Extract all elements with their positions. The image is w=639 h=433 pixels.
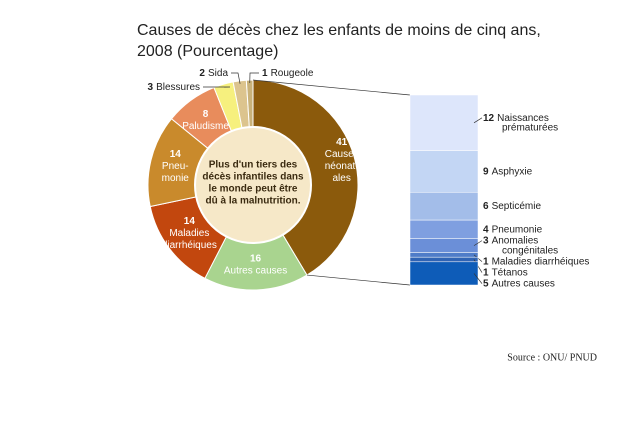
bar-label: 1 Maladies diarrhéiques	[483, 256, 589, 267]
bar-segment	[409, 261, 479, 286]
bar-value: 1	[483, 256, 489, 267]
bar-segment	[409, 192, 479, 221]
source: Source : ONU/ PNUD	[507, 352, 597, 363]
bar-value: 3	[483, 235, 489, 246]
bar-segment	[409, 94, 479, 151]
bar-label: 1 Tétanos	[483, 267, 528, 278]
segment-value: 16	[250, 254, 262, 265]
center-circle	[194, 126, 312, 244]
center-note: le monde peut être	[209, 184, 298, 195]
segment-name: Blessures	[156, 82, 200, 93]
center-note: décès infantiles dans	[202, 172, 304, 183]
segment-label: 3 Blessures	[148, 82, 200, 93]
leader-line	[231, 72, 241, 84]
segment-name: Maladies	[169, 228, 209, 239]
segment-name: ales	[332, 173, 350, 184]
connector	[252, 79, 411, 96]
leader-line	[473, 273, 483, 284]
bar-value: 9	[483, 166, 489, 177]
connector	[306, 274, 411, 286]
segment-name: Pneu-	[162, 161, 189, 172]
bar-label: 9 Asphyxie	[483, 166, 533, 177]
segment-name: Autres causes	[224, 266, 287, 277]
segment-label: 1 Rougeole	[262, 68, 314, 79]
bar-value: 1	[483, 267, 489, 278]
segment-value: 3	[148, 82, 154, 93]
segment-value: 14	[170, 149, 182, 160]
bar-name: Asphyxie	[492, 166, 533, 177]
bar-segment	[409, 150, 479, 193]
segment-value: 1	[262, 68, 268, 79]
bar-segment	[409, 256, 479, 263]
bar-label: 5 Autres causes	[483, 278, 555, 289]
bar-name: Septicémie	[492, 201, 542, 212]
segment-value: 2	[199, 68, 205, 79]
bar-name: Naissances	[497, 112, 549, 123]
bar-name: Tétanos	[492, 267, 528, 278]
segment-name: Causes	[325, 149, 359, 160]
leader-line	[473, 117, 483, 124]
bar-label: congénitales	[502, 245, 558, 256]
segment-name: diarrhéiques	[162, 240, 217, 251]
bar-label: prématurées	[502, 122, 558, 133]
bar-name: Maladies diarrhéiques	[492, 256, 590, 267]
segment-value: 41	[336, 137, 348, 148]
segment-value: 8	[203, 109, 209, 120]
bar-name: Autres causes	[492, 278, 555, 289]
segment-name: Rougeole	[271, 68, 314, 79]
bar-value: 12	[483, 112, 495, 123]
bar-segment	[409, 219, 479, 239]
bar-label: 6 Septicémie	[483, 201, 541, 212]
bar-name: Pneumonie	[492, 224, 543, 235]
bar-value: 5	[483, 278, 489, 289]
bar-segment	[409, 252, 479, 258]
bar-value: 4	[483, 224, 489, 235]
bar-name: Anomalies	[492, 235, 539, 246]
leader-line	[249, 72, 259, 84]
segment-value: 14	[184, 216, 196, 227]
segment-name: Paludisme	[182, 121, 229, 132]
segment-name: néonat-	[325, 161, 359, 172]
leader-line	[473, 240, 483, 246]
chart-title: Causes de décès chez les enfants de moin…	[137, 22, 541, 60]
segment-label: 2 Sida	[199, 68, 228, 79]
bar-label: 12 Naissances	[483, 112, 549, 123]
bar-value: 6	[483, 201, 489, 212]
segment-name: monie	[162, 173, 190, 184]
bar-segment	[409, 238, 479, 253]
bar-label: 3 Anomalies	[483, 235, 538, 246]
bar-label: 4 Pneumonie	[483, 224, 543, 235]
center-note: dû à la malnutrition.	[205, 196, 300, 207]
segment-name: Sida	[208, 68, 228, 79]
center-note: Plus d'un tiers des	[209, 160, 298, 171]
